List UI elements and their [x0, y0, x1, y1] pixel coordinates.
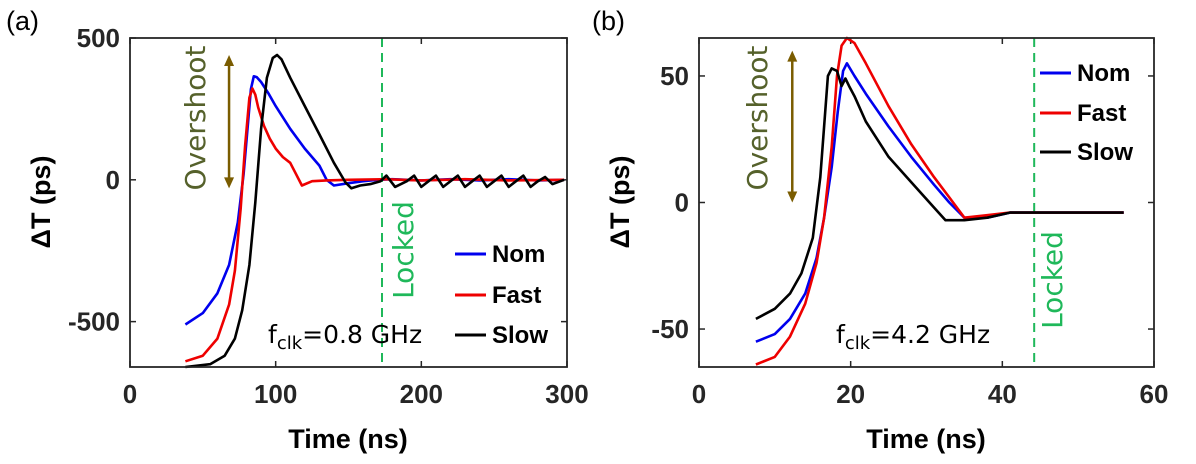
series-line-fast [185, 87, 565, 363]
panel-b-ylabel: ΔT (ps) [605, 156, 635, 249]
panel-a-axes-box [129, 37, 568, 368]
y-tick-label: 50 [660, 61, 689, 91]
panel-b-label: (b) [592, 6, 625, 36]
y-tick-label: 500 [77, 23, 120, 53]
panel-b-axes-box [698, 37, 1155, 368]
panel-b-overshoot-arrow [787, 50, 798, 203]
legend-slow-label: Slow [492, 322, 548, 349]
panel-b-ticks: 0 20 40 60 -50 0 50 [651, 38, 1168, 409]
x-tick-label: 300 [545, 379, 588, 409]
panel-b-locked-label: Locked [1036, 231, 1069, 329]
legend-fast-label: Fast [1077, 100, 1126, 127]
legend-nom-label: Nom [492, 241, 545, 268]
panel-a-legend: Nom Fast Slow [455, 241, 548, 349]
y-tick-label: 0 [675, 188, 689, 218]
panel-a-label: (a) [6, 6, 39, 36]
x-tick-label: 0 [692, 379, 706, 409]
series-line-slow [755, 67, 1124, 321]
y-tick-label: -50 [651, 314, 689, 344]
legend-fast-label: Fast [492, 282, 541, 309]
y-tick-label: -500 [68, 307, 120, 337]
panel-a-fclk-label: fclk=0.8 GHz [268, 320, 422, 354]
panel-a-overshoot-arrow [224, 55, 235, 189]
panel-a-locked-label: Locked [387, 201, 420, 299]
legend-slow-label: Slow [1077, 139, 1133, 166]
panel-a: (a) 0 100 200 300 -500 0 500 ΔT (ps) Time (ns)… [6, 6, 589, 454]
panel-a-overshoot-label: Overshoot [179, 46, 212, 191]
panel-a-series [184, 53, 565, 369]
panel-a-ticks: 0 100 200 300 -500 0 500 [68, 23, 589, 409]
panel-a-ylabel: ΔT (ps) [26, 156, 56, 249]
y-tick-label: 0 [106, 165, 120, 195]
panel-b-xlabel: Time (ns) [866, 424, 986, 454]
x-tick-label: 60 [1140, 379, 1169, 409]
panel-b-legend: Nom Fast Slow [1040, 60, 1133, 166]
legend-nom-label: Nom [1077, 60, 1130, 87]
panel-b: (b) 0 20 40 60 -50 0 50 ΔT (ps) Time (ns) Over… [592, 6, 1168, 454]
panel-b-fclk-label: fclk=4.2 GHz [836, 320, 990, 354]
x-tick-label: 20 [836, 379, 865, 409]
series-line-slow [185, 53, 565, 369]
panel-b-overshoot-label: Overshoot [741, 46, 774, 191]
panel-b-series [755, 36, 1124, 366]
x-tick-label: 200 [400, 379, 443, 409]
x-tick-label: 40 [988, 379, 1017, 409]
x-tick-label: 100 [254, 379, 297, 409]
x-tick-label: 0 [123, 379, 137, 409]
panel-a-xlabel: Time (ns) [288, 424, 408, 454]
